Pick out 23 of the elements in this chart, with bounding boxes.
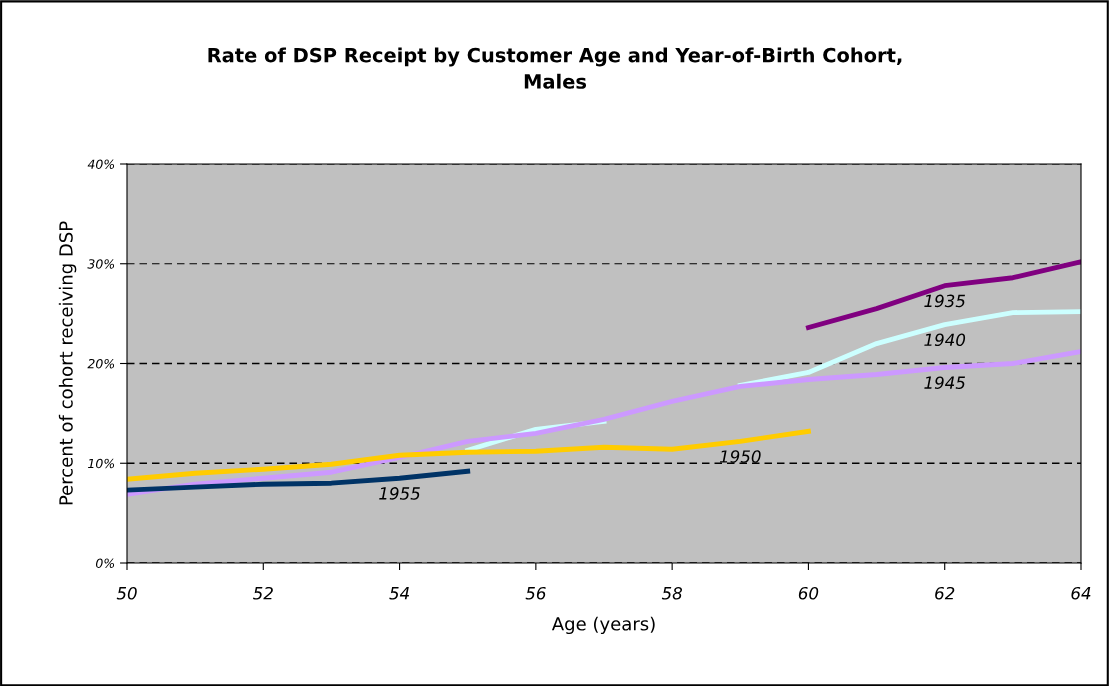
x-tick-label: 50 (116, 586, 137, 600)
line-series (806, 259, 1081, 331)
y-axis-title: Percent of cohort receiving DSP (58, 221, 77, 505)
x-axis-title: Age (years) (551, 616, 655, 635)
line-series (127, 428, 811, 482)
series-label: 1940 (924, 333, 966, 347)
x-tick-label: 58 (661, 586, 683, 600)
series-label: 1950 (719, 450, 761, 463)
x-tick-label: 62 (935, 586, 955, 600)
y-tick-label: 0% (95, 558, 115, 568)
series-label: 1945 (924, 376, 965, 389)
x-tick-label: 54 (389, 587, 409, 600)
y-tick-label: 40% (87, 159, 115, 169)
series-label: 1935 (924, 294, 965, 308)
chart-title: Rate of DSP Receipt by Customer Age and Year-of-Birth Cohort, Males (208, 47, 902, 89)
x-tick-label: 60 (798, 586, 819, 600)
y-tick-label: 30% (87, 259, 115, 269)
y-tick-label: 20% (87, 358, 115, 369)
x-tick-label: 52 (253, 586, 273, 600)
x-tick-label: 64 (1071, 586, 1091, 600)
y-tick-label: 10% (88, 458, 115, 469)
x-tick-label: 56 (525, 586, 546, 600)
series-label: 1955 (379, 487, 420, 500)
